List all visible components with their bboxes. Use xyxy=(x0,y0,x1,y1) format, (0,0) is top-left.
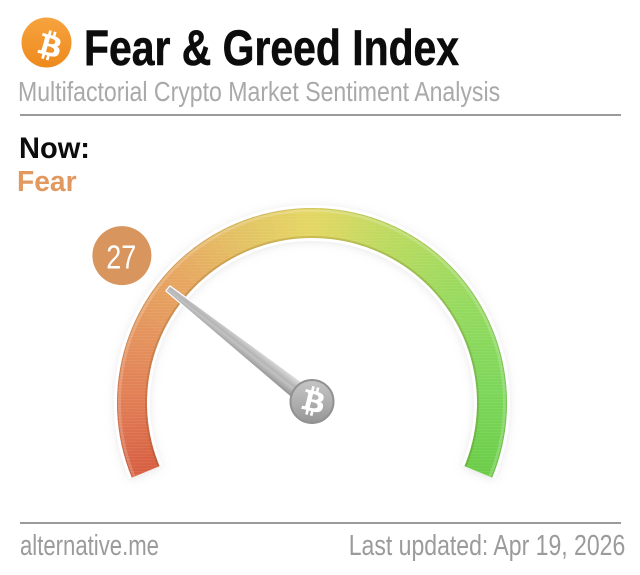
svg-text:27: 27 xyxy=(106,238,136,275)
